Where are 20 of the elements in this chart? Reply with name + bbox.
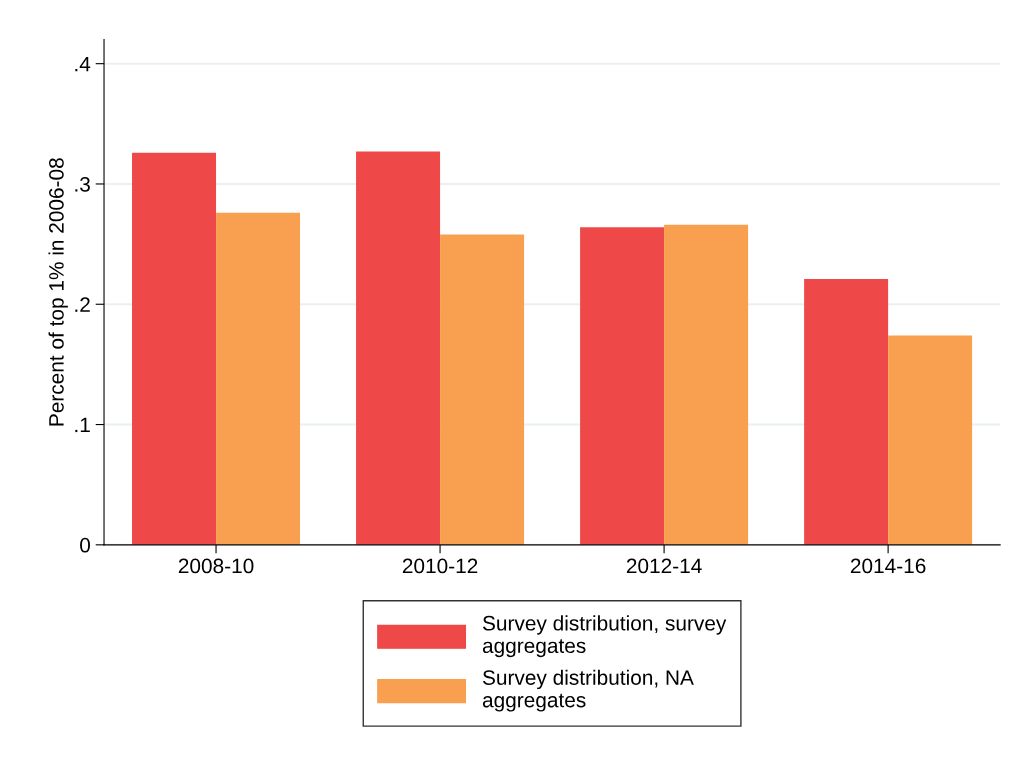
x-tick-label: 2014-16 (850, 558, 926, 574)
legend-label: Survey distribution, NA aggregates (482, 669, 694, 712)
y-tick-label: 0 (80, 537, 91, 553)
y-tick-label: .1 (75, 417, 90, 433)
y-axis-title: Percent of top 1% in 2006-08 (48, 158, 68, 426)
x-tick-label: 2010-12 (402, 558, 478, 574)
bar (664, 224, 749, 545)
x-tick-label: 2008-10 (178, 558, 254, 574)
bar (132, 152, 217, 545)
bar (804, 279, 889, 545)
y-tick-label: .3 (75, 176, 90, 192)
bar (356, 151, 441, 545)
legend-label: Survey distribution, survey aggregates (482, 615, 727, 658)
bar (216, 212, 301, 545)
bar (888, 335, 973, 545)
bar (580, 227, 665, 545)
x-tick-label: 2012-14 (626, 558, 702, 574)
bar (440, 234, 525, 545)
y-tick-label: .4 (75, 56, 91, 72)
y-tick-label: .2 (75, 297, 90, 312)
